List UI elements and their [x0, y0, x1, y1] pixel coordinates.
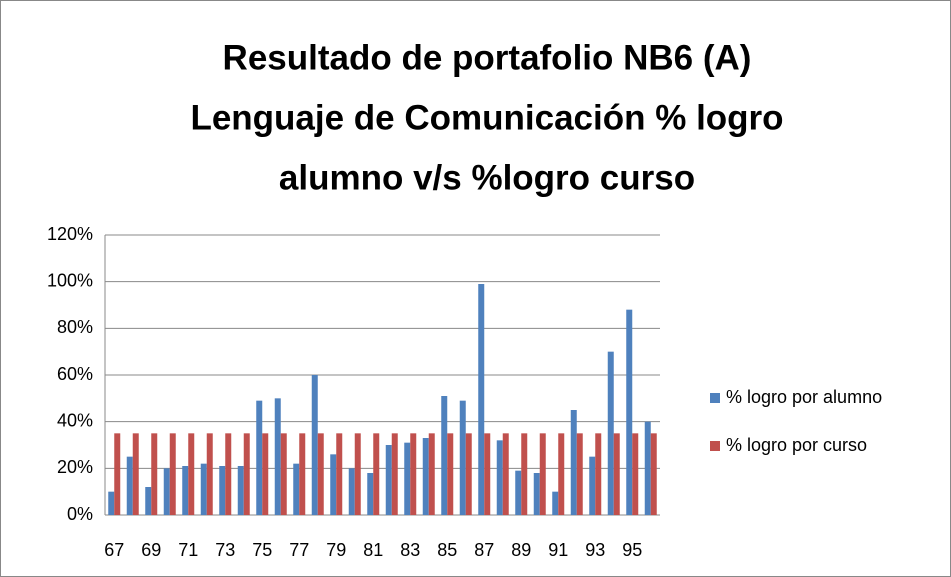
bar	[317, 433, 324, 515]
bar	[589, 456, 596, 515]
bar	[126, 456, 133, 515]
y-tick-label: 80%	[57, 317, 93, 337]
bar	[385, 445, 392, 515]
bar	[200, 463, 207, 515]
bar	[502, 433, 509, 515]
bar	[613, 433, 620, 515]
bar	[243, 433, 250, 515]
y-tick-label: 0%	[67, 504, 93, 524]
legend-swatch	[710, 393, 720, 403]
y-tick-label: 100%	[47, 270, 93, 290]
bar	[262, 433, 269, 515]
bar	[650, 433, 657, 515]
bar	[515, 470, 522, 515]
bar	[373, 433, 380, 515]
x-tick-label: 93	[585, 540, 605, 560]
bar	[558, 433, 565, 515]
bar	[256, 400, 263, 515]
bar	[293, 463, 300, 515]
bar	[206, 433, 213, 515]
bar	[145, 487, 152, 515]
x-tick-label: 77	[289, 540, 309, 560]
y-tick-label: 120%	[47, 224, 93, 244]
chart-title: Resultado de portafolio NB6 (A)	[223, 38, 752, 77]
bar	[367, 473, 374, 515]
bar	[354, 433, 361, 515]
bar	[225, 433, 232, 515]
bar	[132, 433, 139, 515]
bar	[465, 433, 472, 515]
bar	[311, 375, 318, 515]
bar	[280, 433, 287, 515]
legend-label: % logro por curso	[726, 435, 867, 455]
bar	[336, 433, 343, 515]
x-tick-label: 67	[104, 540, 124, 560]
x-tick-label: 81	[363, 540, 383, 560]
bar	[114, 433, 121, 515]
bar	[391, 433, 398, 515]
x-tick-label: 75	[252, 540, 272, 560]
bar	[552, 491, 559, 515]
bar	[428, 433, 435, 515]
bar	[478, 284, 485, 515]
chart-title: Lenguaje de Comunicación % logro	[190, 98, 783, 137]
bar	[169, 433, 176, 515]
x-tick-label: 79	[326, 540, 346, 560]
bar	[441, 396, 448, 515]
bar	[607, 351, 614, 515]
legend-label: % logro por alumno	[726, 387, 882, 407]
legend-swatch	[710, 441, 720, 451]
chart-title: alumno v/s %logro curso	[279, 158, 695, 197]
x-tick-label: 87	[474, 540, 494, 560]
bar	[219, 466, 226, 515]
y-tick-label: 20%	[57, 457, 93, 477]
bar	[632, 433, 639, 515]
bar	[570, 410, 577, 515]
x-tick-label: 83	[400, 540, 420, 560]
bar	[626, 309, 633, 515]
bar	[330, 454, 337, 515]
bar	[459, 400, 466, 515]
bar	[576, 433, 583, 515]
bar	[521, 433, 528, 515]
bar	[447, 433, 454, 515]
bar	[422, 438, 429, 515]
bar	[151, 433, 158, 515]
x-tick-label: 69	[141, 540, 161, 560]
x-tick-label: 95	[622, 540, 642, 560]
bar	[299, 433, 306, 515]
x-tick-label: 73	[215, 540, 235, 560]
bar	[182, 466, 189, 515]
bar	[348, 468, 355, 515]
bar	[595, 433, 602, 515]
x-tick-label: 89	[511, 540, 531, 560]
bar	[410, 433, 417, 515]
bar	[404, 442, 411, 515]
bar	[237, 466, 244, 515]
bar	[163, 468, 170, 515]
x-tick-label: 85	[437, 540, 457, 560]
bar	[533, 473, 540, 515]
bar	[188, 433, 195, 515]
bar	[108, 491, 115, 515]
bar	[274, 398, 281, 515]
y-tick-label: 40%	[57, 410, 93, 430]
x-tick-label: 91	[548, 540, 568, 560]
bar	[644, 421, 651, 515]
y-tick-label: 60%	[57, 364, 93, 384]
x-tick-label: 71	[178, 540, 198, 560]
bar	[496, 440, 503, 515]
bar	[484, 433, 491, 515]
bar	[539, 433, 546, 515]
